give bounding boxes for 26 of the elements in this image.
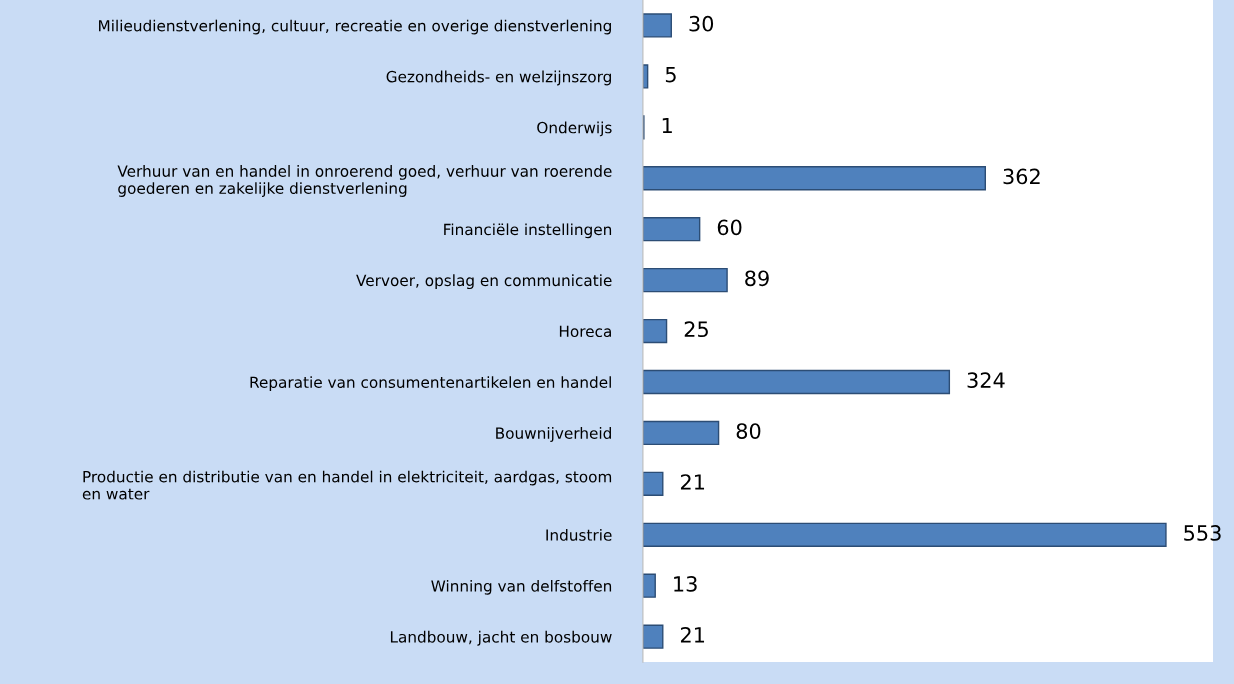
data-label: 362 xyxy=(1003,168,1040,185)
data-label: 60 xyxy=(717,219,742,236)
data-label: 13 xyxy=(674,576,697,592)
y-tick-label: Milieudienstverlening, cultuur, recreatie en overige dienstverlening xyxy=(99,19,611,35)
y-tick-label: Financiële instellingen xyxy=(444,223,612,239)
data-label: 5 xyxy=(665,66,676,83)
y-tick-label: Productie en distributie van en handel in elektriciteit, aardgas, stoom en water xyxy=(82,470,612,500)
y-tick-label: Gezondheids- en welzijnszorg xyxy=(386,70,611,86)
y-tick-label: Landbouw, jacht en bosbouw xyxy=(390,630,612,646)
y-tick-label: Onderwijs xyxy=(537,121,612,137)
data-label: 553 xyxy=(1184,525,1221,541)
data-label: 30 xyxy=(689,15,714,32)
y-tick-label: Industrie xyxy=(546,528,612,541)
data-label: 21 xyxy=(680,474,705,490)
y-tick-label: Winning van delfstoffen xyxy=(431,579,612,595)
data-label: 89 xyxy=(745,270,769,287)
y-tick-label: Bouwnijverheid xyxy=(496,427,611,442)
y-tick-label: Verhuur van en handel in onroerend goed, verhuur van roerende goederen en zakelijke dienstverlening xyxy=(117,165,612,197)
data-label: 1 xyxy=(662,117,672,134)
data-label: 21 xyxy=(680,626,705,643)
y-tick-label: Vervoer, opslag en communicatie xyxy=(356,274,612,290)
data-label: 80 xyxy=(736,423,761,439)
y-tick-label: Reparatie van consumentenartikelen en handel xyxy=(250,376,611,391)
data-label: 324 xyxy=(967,372,1005,389)
y-tick-label: Horeca xyxy=(559,325,611,338)
data-label: 25 xyxy=(684,321,708,338)
